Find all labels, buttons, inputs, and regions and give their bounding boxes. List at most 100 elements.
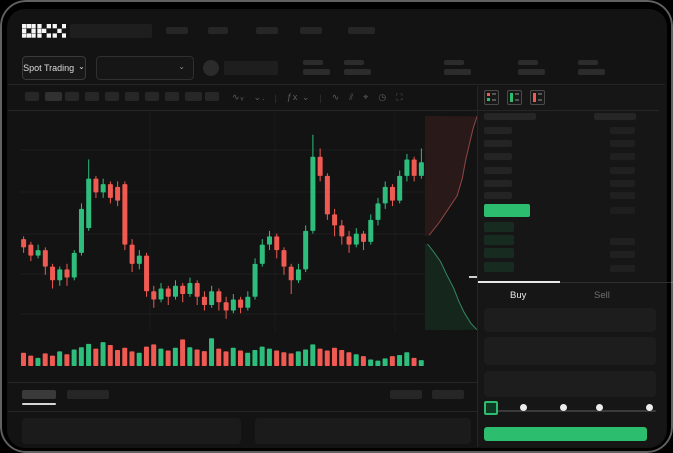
panel-divider (477, 86, 478, 447)
chevron-down-icon: ⌄ (178, 62, 185, 71)
stat-label-placeholder (444, 60, 464, 65)
bid-price-bar[interactable] (484, 262, 514, 272)
timeframe-button[interactable] (65, 92, 79, 101)
stat-value-placeholder (578, 69, 605, 75)
bottom-divider (8, 382, 477, 383)
spot-trading-label: Spot Trading (23, 63, 75, 73)
orderbook-price-header (484, 113, 536, 120)
bid-price-bar[interactable] (484, 222, 514, 232)
stat-value-placeholder (344, 69, 371, 75)
nav-item-placeholder[interactable] (300, 27, 322, 34)
book-both-icon[interactable] (484, 90, 499, 105)
book-asks-icon[interactable] (530, 90, 545, 105)
orderbook-divider (478, 110, 659, 111)
ask-amount-bar (610, 180, 635, 187)
ask-amount-bar (610, 192, 635, 199)
bid-amount-bar (610, 265, 635, 272)
history-clock-icon[interactable]: ◷ (378, 92, 388, 102)
trendline-icon[interactable]: ⫽ (349, 92, 355, 102)
timeframe-button[interactable] (165, 92, 179, 101)
timeframe-button[interactable] (145, 92, 159, 101)
chevron-down-icon: ⌄ (78, 62, 85, 71)
stat-value-placeholder (444, 69, 471, 75)
last-price-indicator[interactable] (484, 204, 530, 217)
percent-slider[interactable] (484, 401, 656, 417)
orderbook-view-switcher (484, 90, 545, 105)
timeframe-button[interactable] (185, 92, 202, 101)
timeframe-button[interactable] (45, 92, 62, 101)
amount-input[interactable] (484, 337, 656, 365)
orderbook-amount-header (594, 113, 636, 120)
nav-item-placeholder[interactable] (208, 27, 228, 34)
price-input[interactable] (484, 308, 656, 332)
ask-amount-bar (610, 167, 635, 174)
order-panel: Buy Sell (478, 86, 673, 447)
toolbar-divider (8, 110, 477, 111)
orderbook-amount-bar (610, 207, 635, 214)
pair-name-placeholder (224, 61, 278, 75)
bids-depth-area (425, 244, 477, 330)
history-tab[interactable] (67, 390, 109, 399)
coin-avatar (203, 60, 219, 76)
camera-icon[interactable]: ⌖ (363, 92, 370, 102)
slider-stop[interactable] (595, 404, 603, 411)
depth-chart[interactable] (425, 112, 477, 332)
orders-panel-placeholder (255, 418, 471, 444)
ask-price-bar[interactable] (484, 167, 512, 174)
book-bids-icon[interactable] (507, 90, 522, 105)
timeframe-button[interactable] (105, 92, 119, 101)
total-input[interactable] (484, 371, 656, 397)
chevron-down-icon[interactable]: ⌄. (253, 92, 266, 102)
slider-track[interactable] (484, 410, 656, 412)
ask-price-bar[interactable] (484, 127, 512, 134)
stat-label-placeholder (578, 60, 598, 65)
stat-value-placeholder (518, 69, 545, 75)
candlestick-chart[interactable] (20, 112, 425, 332)
bid-amount-bar (610, 238, 635, 245)
buy-submit-button[interactable] (484, 427, 647, 441)
slider-stop[interactable] (646, 404, 653, 411)
timeframe-button[interactable] (85, 92, 99, 101)
fullscreen-icon[interactable]: ⛶ (396, 92, 404, 102)
bid-price-bar[interactable] (484, 248, 514, 258)
timeframe-button[interactable] (125, 92, 139, 101)
timeframe-button[interactable] (25, 92, 39, 101)
bottom-action-placeholder[interactable] (432, 390, 464, 399)
ask-price-bar[interactable] (484, 180, 512, 187)
spot-trading-selector[interactable]: Spot Trading ⌄ (22, 56, 86, 80)
bottom-action-placeholder[interactable] (390, 390, 422, 399)
slider-handle[interactable] (484, 401, 498, 415)
chart-tool-icons: ∿ᵥ ⌄. | ƒx ⌄ | ∿ ⫽ ⌖ ◷ ⛶ (232, 92, 404, 103)
ask-price-bar[interactable] (484, 192, 512, 199)
stat-label-placeholder (518, 60, 538, 65)
line-chart-icon[interactable]: ∿ (331, 92, 341, 102)
header-divider (8, 84, 665, 85)
ask-amount-bar (610, 127, 635, 134)
orders-panel-placeholder (22, 418, 241, 444)
nav-item-placeholder[interactable] (348, 27, 375, 34)
okx-logo (22, 24, 66, 38)
ask-amount-bar (610, 153, 635, 160)
toolbar-separator: | (274, 92, 278, 103)
volume-chart (21, 338, 424, 366)
ask-price-bar[interactable] (484, 153, 512, 160)
pair-dropdown[interactable]: ⌄ (96, 56, 194, 80)
search-placeholder[interactable] (70, 24, 152, 38)
orders-tab-active[interactable] (22, 390, 56, 399)
slider-stop[interactable] (519, 404, 527, 411)
stat-value-placeholder (303, 69, 330, 75)
asks-depth-area (425, 116, 477, 236)
slider-stop[interactable] (560, 404, 568, 411)
buy-tab[interactable]: Buy (510, 290, 527, 301)
sell-tab[interactable]: Sell (594, 290, 610, 301)
active-tab-underline (22, 403, 56, 405)
multi-chart-icon[interactable]: ∿ᵥ (232, 92, 245, 102)
tabs-divider (8, 411, 477, 412)
ask-price-bar[interactable] (484, 140, 512, 147)
timeframe-button[interactable] (205, 92, 219, 101)
nav-item-placeholder[interactable] (256, 27, 278, 34)
stat-label-placeholder (344, 60, 364, 65)
nav-item-placeholder[interactable] (166, 27, 188, 34)
bid-price-bar[interactable] (484, 235, 514, 245)
indicator-fx-icon[interactable]: ƒx ⌄ (286, 92, 311, 102)
